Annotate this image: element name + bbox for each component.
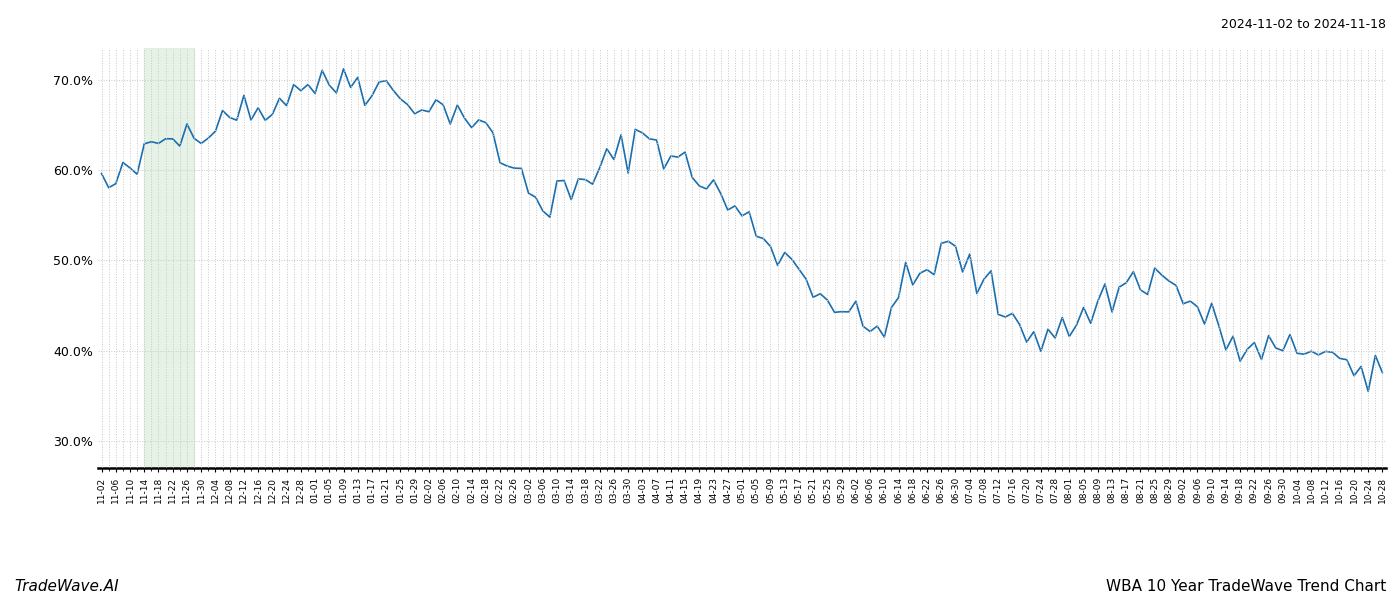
Text: WBA 10 Year TradeWave Trend Chart: WBA 10 Year TradeWave Trend Chart: [1106, 579, 1386, 594]
Text: 2024-11-02 to 2024-11-18: 2024-11-02 to 2024-11-18: [1221, 18, 1386, 31]
Bar: [144, 48, 195, 468]
Text: TradeWave.AI: TradeWave.AI: [14, 579, 119, 594]
